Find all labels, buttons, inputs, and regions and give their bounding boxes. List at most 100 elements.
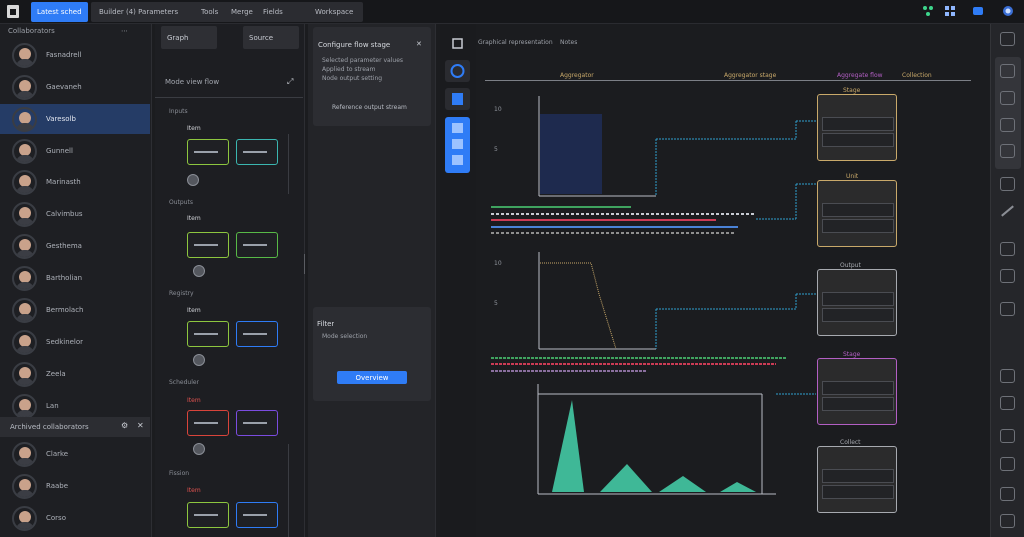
tools-icon[interactable] [972, 5, 984, 17]
tab-active[interactable]: Latest schedule [31, 2, 88, 22]
archived-item[interactable]: Corso [0, 503, 150, 533]
pen-icon[interactable] [1001, 205, 1014, 217]
avatar [12, 506, 37, 531]
node-output[interactable] [236, 321, 278, 347]
panel-icon[interactable] [1000, 32, 1015, 46]
node-input[interactable] [187, 410, 229, 436]
node-input[interactable] [187, 321, 229, 347]
overview-button[interactable]: Overview [337, 371, 407, 384]
contact-item[interactable]: Gaevaneh [0, 72, 150, 102]
contact-name: Gaevaneh [46, 83, 82, 91]
contact-item[interactable]: Marinasth [0, 167, 150, 197]
node-output[interactable] [236, 502, 278, 528]
expand-icon[interactable]: ⤢ [287, 77, 294, 86]
nodes-icon[interactable] [922, 5, 934, 17]
note-icon[interactable] [1000, 487, 1015, 501]
contact-name: Sedkinelor [46, 338, 84, 346]
block-title: Stage [843, 87, 861, 94]
grid-icon[interactable] [1000, 396, 1015, 410]
toolbar-item-builder[interactable]: Builder (4) Parameters [99, 8, 179, 16]
config-column: Configure flow stage ✕ Selected paramete… [308, 24, 436, 537]
graph-button[interactable]: Graph [161, 26, 217, 49]
panel-options-icon[interactable]: ⋯ [121, 27, 128, 35]
contact-name: Calvimbus [46, 210, 83, 218]
group-label: Registry [169, 290, 194, 297]
column-header: Aggregator stage [724, 72, 777, 79]
app-logo-icon[interactable] [7, 5, 19, 18]
table-icon[interactable] [1000, 302, 1015, 316]
toolbar-item-workspace[interactable]: Workspace [315, 8, 354, 16]
active-panel-button[interactable] [445, 117, 470, 173]
resize-handle[interactable] [304, 254, 305, 274]
node-input[interactable] [187, 232, 229, 258]
contact-name: Clarke [46, 450, 69, 458]
contact-item[interactable]: Gesthema [0, 231, 150, 261]
stage-block[interactable]: Unit [817, 173, 897, 247]
toolbar-item-fields[interactable]: Fields [263, 8, 283, 16]
contact-item[interactable]: Gunnell [0, 136, 150, 166]
contact-name: Varesolb [46, 115, 76, 123]
column-header: Aggregate flow [837, 72, 883, 79]
archived-item[interactable]: Raabe [0, 471, 150, 501]
group-label: Fission [169, 470, 190, 477]
refresh-icon[interactable] [445, 60, 470, 82]
node-output[interactable] [236, 139, 278, 165]
layers-icon[interactable] [445, 88, 470, 110]
close-icon[interactable]: ✕ [416, 40, 422, 48]
avatar [12, 139, 37, 164]
grid-icon[interactable] [944, 5, 956, 17]
contact-item[interactable]: Calvimbus [0, 199, 150, 229]
qr-icon[interactable] [445, 33, 470, 55]
block-row [822, 133, 894, 147]
source-button[interactable]: Source [243, 26, 299, 49]
toolbar-item-merge[interactable]: Merge [231, 8, 253, 16]
contact-item[interactable]: Bartholian [0, 263, 150, 293]
group-tag: Item [187, 487, 201, 494]
contact-item[interactable]: Sedkinelor [0, 327, 150, 357]
shape-icon[interactable] [1000, 177, 1015, 191]
node-ring-icon [193, 265, 205, 277]
globe-icon[interactable] [1002, 5, 1014, 17]
archived-section-header[interactable]: Archived collaborators ⚙ ✕ [0, 417, 150, 437]
contact-item-selected[interactable]: Varesolb [0, 104, 150, 134]
node-input[interactable] [187, 502, 229, 528]
export-icon[interactable] [1000, 144, 1015, 158]
stage-block[interactable]: Stage [817, 351, 897, 425]
toolbar-item-tools[interactable]: Tools [201, 8, 219, 16]
node-output[interactable] [236, 410, 278, 436]
history-icon[interactable] [1000, 457, 1015, 471]
close-icon[interactable]: ✕ [137, 421, 144, 430]
contact-item[interactable]: Zeela [0, 359, 150, 389]
help-icon[interactable] [1000, 514, 1015, 528]
chart-icon[interactable] [1000, 429, 1015, 443]
contact-item[interactable]: Bermolach [0, 295, 150, 325]
axis-tick: 10 [494, 106, 502, 113]
archived-item[interactable]: Clarke [0, 439, 150, 469]
node-input[interactable] [187, 139, 229, 165]
image-icon[interactable] [1000, 91, 1015, 105]
toolbar-label[interactable]: Graphical representation [478, 39, 553, 46]
toolbar-label[interactable]: Notes [560, 39, 578, 46]
contact-name: Bermolach [46, 306, 84, 314]
settings-icon[interactable]: ⚙ [121, 421, 129, 430]
calendar-icon[interactable] [1000, 369, 1015, 383]
avatar [12, 362, 37, 387]
block-row [822, 485, 894, 499]
stage-block[interactable]: Output [817, 262, 897, 336]
avatar [12, 234, 37, 259]
stage-block[interactable]: Collect [817, 439, 897, 513]
node-output[interactable] [236, 232, 278, 258]
node-ring-icon [187, 174, 199, 186]
list-icon[interactable] [1000, 269, 1015, 283]
tool-sidebar [440, 24, 476, 537]
block-title: Output [840, 262, 861, 269]
frame-icon[interactable] [1000, 118, 1015, 132]
avatar [12, 170, 37, 195]
square-icon[interactable] [1000, 242, 1015, 256]
contact-name: Gunnell [46, 147, 73, 155]
contact-item[interactable]: Fasnadrell [0, 40, 150, 70]
block-row [822, 219, 894, 233]
stage-block[interactable]: Stage [817, 87, 897, 161]
copy-icon[interactable] [1000, 64, 1015, 78]
column-header: Aggregator [560, 72, 594, 79]
